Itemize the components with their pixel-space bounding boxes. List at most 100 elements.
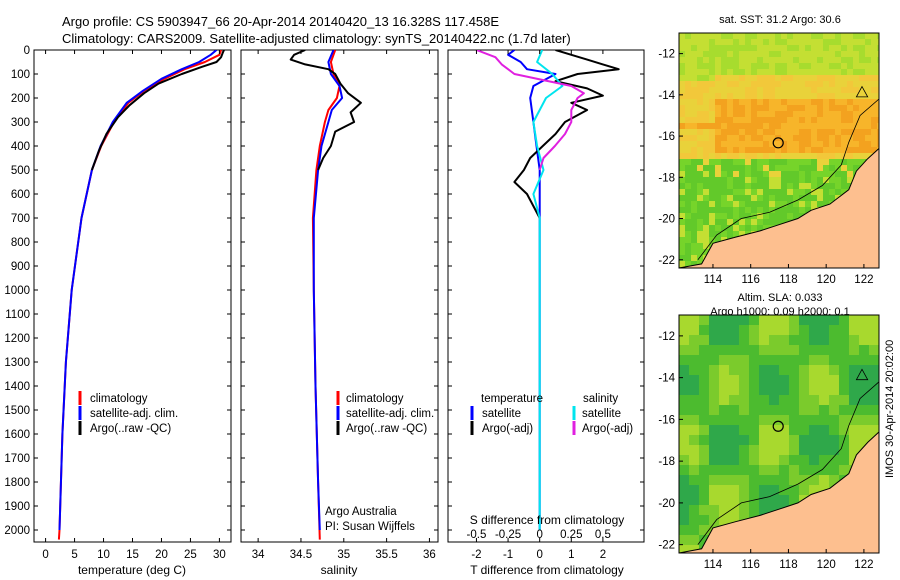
map-cell [823, 141, 830, 148]
map-cell [703, 171, 710, 178]
map-cell [789, 465, 800, 476]
map-cell [679, 385, 690, 396]
map-cell [739, 57, 746, 64]
map-cell [811, 129, 818, 136]
map-cell [757, 33, 764, 40]
map-cell [799, 147, 806, 154]
map-lon-label: 120 [817, 559, 836, 571]
map-cell [757, 51, 764, 58]
map-cell [841, 177, 848, 184]
map-cell [715, 207, 722, 214]
map-cell [763, 117, 770, 124]
map-cell [775, 153, 782, 160]
map-cell [877, 33, 879, 40]
map-cell [847, 87, 854, 94]
map-cell [763, 183, 770, 190]
map-cell [745, 57, 752, 64]
map-cell [769, 147, 776, 154]
map-cell [689, 365, 700, 376]
depth-tick-label: 900 [11, 261, 30, 273]
map-cell [823, 189, 830, 196]
map-cell [715, 213, 722, 220]
difference-plot [476, 50, 620, 530]
s-argo-difference-line [476, 50, 585, 171]
map-cell [733, 159, 740, 166]
map-cell [823, 111, 830, 118]
map-cell [811, 201, 818, 208]
map-cell [853, 87, 860, 94]
map-cell [781, 39, 788, 46]
map-cell [775, 141, 782, 148]
map-cell [823, 135, 830, 142]
map-cell [745, 201, 752, 208]
map-cell [817, 123, 824, 130]
map-cell [691, 183, 698, 190]
map-cell [859, 87, 866, 94]
map-cell [757, 147, 764, 154]
map-cell [715, 57, 722, 64]
map-cell [745, 165, 752, 172]
map-cell [799, 335, 810, 346]
map-cell [715, 165, 722, 172]
map-cell [727, 45, 734, 52]
map-cell [691, 135, 698, 142]
map-cell [763, 219, 770, 226]
map-cell [759, 405, 770, 416]
map-cell [775, 69, 782, 76]
map-cell [689, 505, 700, 516]
map-cell [769, 195, 776, 202]
legend-title-salinity: salinity [583, 393, 618, 405]
s-tick-label: -0.25 [495, 529, 521, 541]
map-cell [763, 207, 770, 214]
map-cell [769, 345, 780, 356]
map-cell [859, 325, 870, 336]
map-cell [745, 81, 752, 88]
map-cell [871, 87, 878, 94]
map-cell [789, 355, 800, 366]
map-cell [709, 219, 716, 226]
x-tick-label: 34.5 [290, 549, 312, 561]
depth-tick-label: 300 [11, 117, 30, 129]
map-cell [769, 99, 776, 106]
map-cell [721, 171, 728, 178]
map-cell [703, 243, 710, 250]
map-cell [819, 355, 830, 366]
map-cell [769, 213, 776, 220]
map-cell [841, 33, 848, 40]
map-cell [709, 129, 716, 136]
map-cell [805, 147, 812, 154]
map-cell [847, 81, 854, 88]
map-cell [793, 153, 800, 160]
map-cell [679, 435, 690, 446]
map-cell [799, 315, 810, 326]
map-cell [739, 117, 746, 124]
map-cell [699, 535, 710, 546]
map-cell [733, 57, 740, 64]
map-cell [781, 159, 788, 166]
map-cell [697, 69, 704, 76]
temperature-axes [33, 49, 232, 543]
map-lat-label: -12 [658, 331, 675, 343]
map-cell [685, 39, 692, 46]
map-cell [853, 147, 860, 154]
map-cell [727, 117, 734, 124]
map-cell [859, 57, 866, 64]
map-cell [697, 231, 704, 238]
map-cell [823, 51, 830, 58]
map-cell [859, 365, 870, 376]
map-cell [697, 219, 704, 226]
map-cell [689, 485, 700, 496]
map-cell [809, 375, 820, 386]
map-cell [779, 455, 790, 466]
map-cell [769, 219, 776, 226]
map-cell [749, 315, 760, 326]
map-cell [719, 315, 730, 326]
map-cell [703, 141, 710, 148]
map-cell [679, 87, 686, 94]
map-cell [799, 385, 810, 396]
t-satellite-difference-line [507, 50, 557, 530]
map-cell [729, 445, 740, 456]
map-cell [727, 195, 734, 202]
x-tick-label: 30 [213, 549, 226, 561]
map-cell [781, 63, 788, 70]
